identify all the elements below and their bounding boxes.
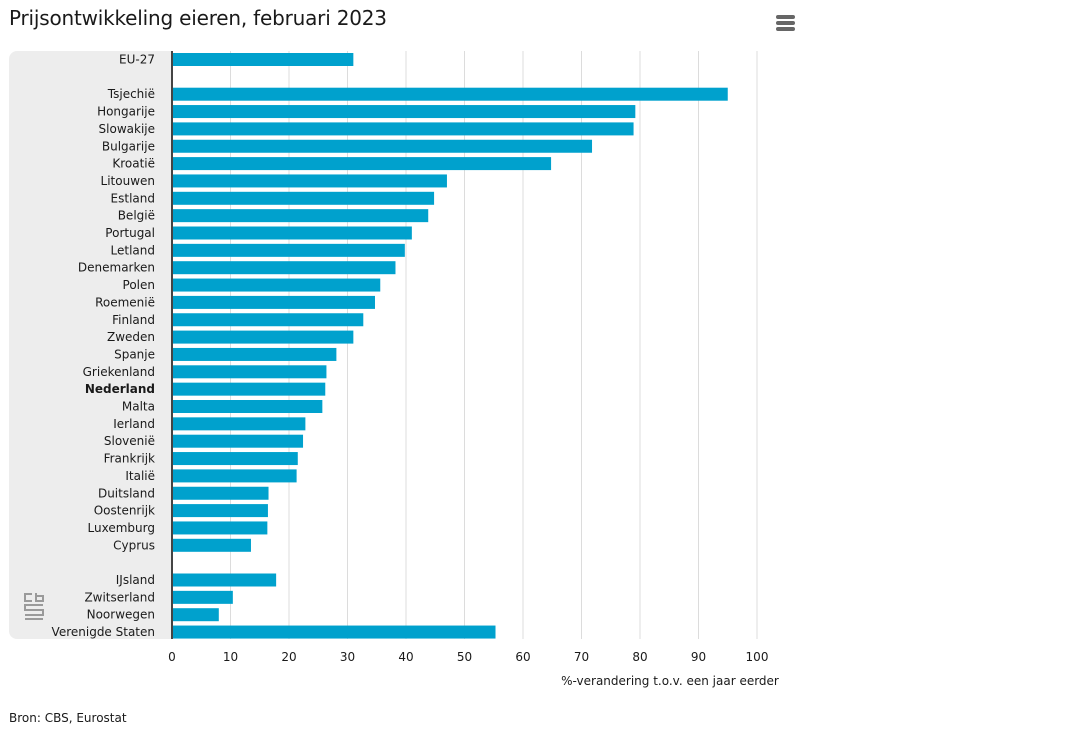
category-labels: EU-27 Tsjechië Hongarije Slowakije Bulgarije… xyxy=(52,53,156,640)
category-label: Denemarken xyxy=(78,261,155,275)
bar xyxy=(172,330,354,344)
category-label: Italië xyxy=(125,469,155,483)
category-label: Zwitserland xyxy=(84,590,155,604)
category-label: Kroatië xyxy=(112,157,155,171)
x-tick-label: 70 xyxy=(574,650,589,664)
category-label: Duitsland xyxy=(98,486,155,500)
bar xyxy=(172,486,269,500)
category-label: Nederland xyxy=(85,382,155,396)
menu-line-middle xyxy=(776,21,795,25)
category-label: Frankrijk xyxy=(104,452,155,466)
category-label: Letland xyxy=(111,243,155,257)
category-label: Polen xyxy=(123,278,155,292)
bar xyxy=(172,573,277,587)
menu-line-top xyxy=(776,15,795,19)
x-tick-label: 80 xyxy=(632,650,647,664)
category-label: IJsland xyxy=(116,573,155,587)
category-label: Bulgarije xyxy=(102,139,155,153)
category-label: Slovenië xyxy=(104,434,155,448)
bar xyxy=(172,434,304,448)
category-label: Zweden xyxy=(107,330,155,344)
category-label: Finland xyxy=(112,313,155,327)
bar xyxy=(172,87,728,101)
bar xyxy=(172,347,337,361)
source-note: Bron: CBS, Eurostat xyxy=(9,711,127,725)
bar xyxy=(172,295,375,309)
bar xyxy=(172,400,323,413)
bar xyxy=(172,209,429,223)
category-label: Slowakije xyxy=(99,122,155,136)
category-label: Estland xyxy=(111,191,155,205)
bar xyxy=(172,365,327,379)
x-tick-label: 20 xyxy=(281,650,296,664)
category-label: Malta xyxy=(122,400,155,414)
category-panel-background xyxy=(9,51,171,639)
chart-title: Prijsontwikkeling eieren, februari 2023 xyxy=(9,6,387,30)
cbs-logo xyxy=(24,593,44,620)
x-axis-ticks: 0 10 20 30 40 50 60 70 80 90 100 xyxy=(168,650,768,664)
category-label: Litouwen xyxy=(101,174,155,188)
category-label: Oostenrijk xyxy=(94,504,155,518)
category-label: Griekenland xyxy=(83,365,155,379)
bar xyxy=(172,608,219,622)
bar xyxy=(172,105,636,119)
bar xyxy=(172,174,447,188)
x-tick-label: 60 xyxy=(515,650,530,664)
x-tick-label: 10 xyxy=(223,650,238,664)
category-label: Spanje xyxy=(114,347,155,361)
bar xyxy=(172,191,435,205)
category-label: Ierland xyxy=(113,417,155,431)
category-label: Luxemburg xyxy=(88,521,155,535)
bar xyxy=(172,139,593,153)
bar xyxy=(172,243,405,257)
bar xyxy=(172,313,364,327)
bar xyxy=(172,122,634,136)
bar xyxy=(172,538,251,552)
hamburger-menu-icon[interactable] xyxy=(773,12,798,32)
category-label: België xyxy=(118,209,155,223)
bar xyxy=(172,469,297,483)
category-label: Tsjechië xyxy=(107,87,155,101)
bar xyxy=(172,625,496,639)
bar xyxy=(172,417,306,431)
category-label: Roemenië xyxy=(95,295,155,309)
bar xyxy=(172,261,396,275)
category-label: EU-27 xyxy=(119,53,155,67)
x-tick-label: 40 xyxy=(398,650,413,664)
bar xyxy=(172,504,268,518)
x-axis-label: %-verandering t.o.v. een jaar eerder xyxy=(561,674,779,688)
bar xyxy=(172,452,298,466)
bar xyxy=(172,382,326,396)
bar xyxy=(172,521,268,535)
menu-line-bottom xyxy=(776,27,795,31)
category-label: Hongarije xyxy=(97,105,155,119)
category-label: Cyprus xyxy=(113,538,155,552)
x-tick-label: 90 xyxy=(691,650,706,664)
category-label: Portugal xyxy=(105,226,155,240)
x-tick-label: 50 xyxy=(457,650,472,664)
bar xyxy=(172,53,354,66)
category-label: Noorwegen xyxy=(87,608,155,622)
bar xyxy=(172,157,552,171)
bars xyxy=(172,53,728,639)
bar xyxy=(172,278,381,292)
gridlines xyxy=(230,51,758,639)
x-tick-label: 0 xyxy=(168,650,176,664)
x-tick-label: 100 xyxy=(746,650,769,664)
category-label: Verenigde Staten xyxy=(52,625,155,639)
bar xyxy=(172,226,412,240)
x-tick-label: 30 xyxy=(340,650,355,664)
bar xyxy=(172,590,233,604)
